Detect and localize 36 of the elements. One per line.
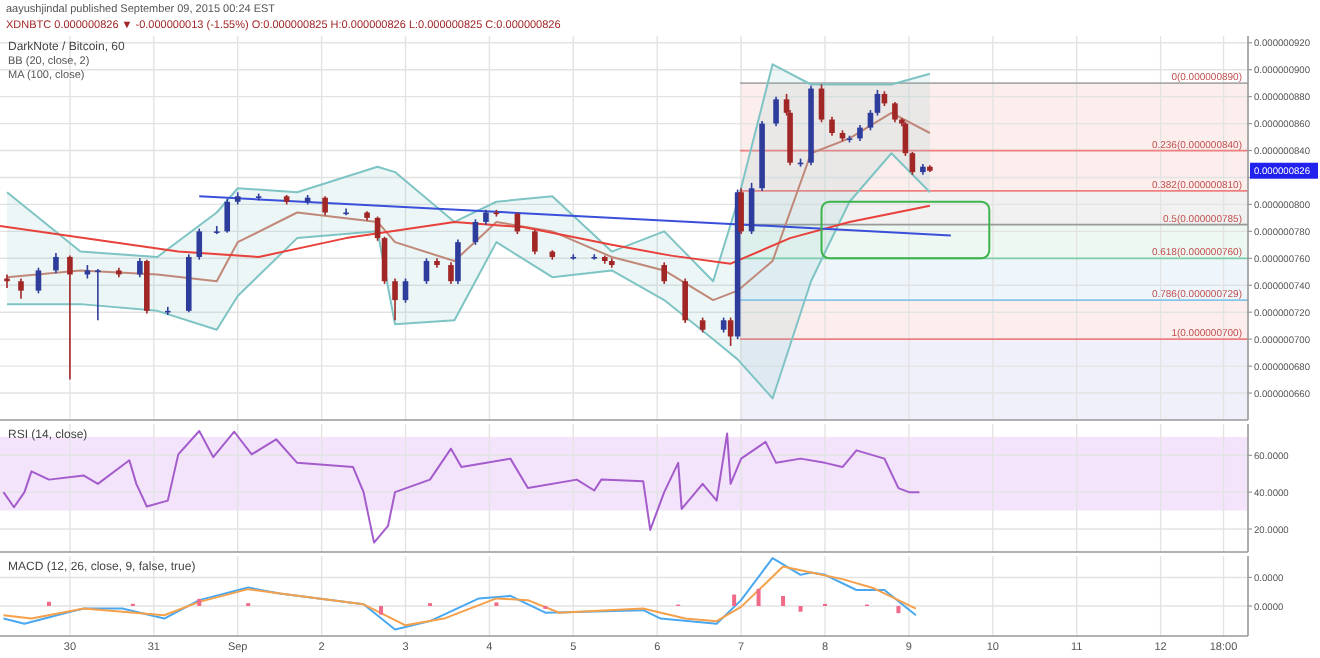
line-series xyxy=(5,63,931,283)
candlestick xyxy=(829,116,835,137)
candlestick xyxy=(67,254,73,381)
candlestick xyxy=(532,229,538,256)
candlestick xyxy=(213,225,220,235)
candlestick xyxy=(35,266,42,295)
candlestick xyxy=(137,257,143,278)
candlestick xyxy=(322,195,328,216)
candlestick xyxy=(18,277,24,300)
candlestick xyxy=(448,261,454,285)
candlestick xyxy=(892,101,898,124)
line-series xyxy=(5,152,931,400)
candlestick xyxy=(53,252,59,274)
bar xyxy=(896,606,901,614)
candlestick xyxy=(874,89,881,117)
candlestick xyxy=(392,277,398,322)
line-series xyxy=(0,204,931,265)
candlestick xyxy=(682,277,688,324)
bar xyxy=(379,606,384,615)
line-series xyxy=(2,430,921,544)
candlestick xyxy=(95,268,101,322)
bar xyxy=(756,588,761,606)
bar xyxy=(197,598,202,606)
candlestick xyxy=(661,261,667,285)
candlestick xyxy=(867,109,874,132)
candlestick xyxy=(402,277,409,304)
candlestick xyxy=(738,187,744,235)
candlestick xyxy=(909,151,916,176)
bar xyxy=(781,596,786,606)
line-series xyxy=(5,111,931,302)
candlestick xyxy=(455,238,461,285)
bar xyxy=(732,594,737,606)
candlestick xyxy=(773,95,779,128)
candlestick xyxy=(196,227,203,261)
bar xyxy=(798,606,803,612)
candlestick xyxy=(224,198,231,234)
